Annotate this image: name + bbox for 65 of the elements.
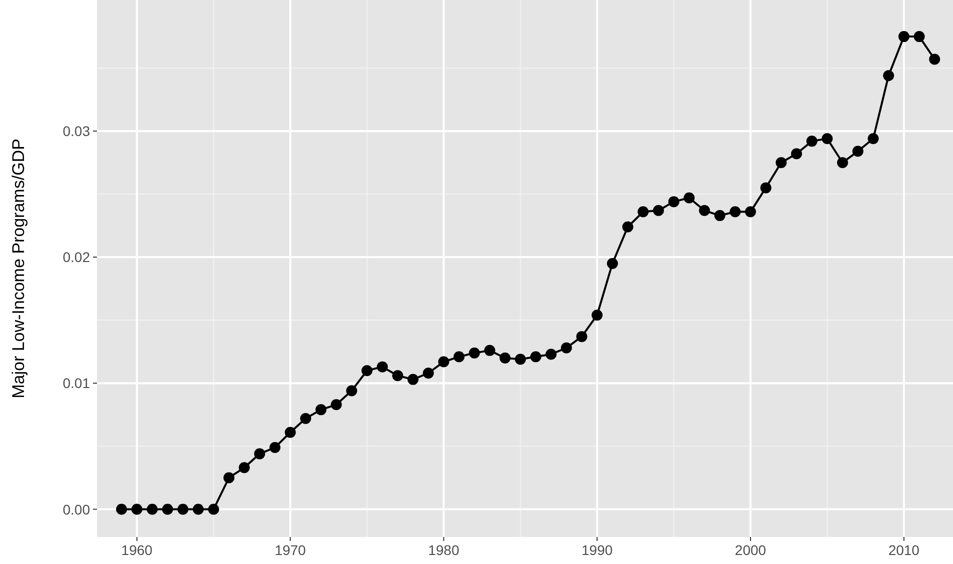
- x-tick-label: 1990: [582, 542, 613, 558]
- point: [223, 472, 234, 484]
- x-tick-label: 2010: [888, 542, 920, 558]
- point: [514, 354, 526, 365]
- point: [776, 157, 787, 168]
- point: [330, 399, 342, 410]
- point: [392, 370, 404, 382]
- point: [484, 344, 496, 356]
- point: [208, 504, 220, 515]
- point: [576, 331, 588, 342]
- point: [929, 54, 940, 65]
- point: [422, 368, 434, 379]
- point: [745, 206, 756, 218]
- point: [546, 348, 557, 360]
- y-tick-label: 0.00: [62, 501, 90, 518]
- point: [652, 205, 664, 216]
- point: [300, 413, 312, 424]
- x-tick-label: 2000: [734, 542, 766, 558]
- point: [162, 504, 174, 515]
- point: [361, 365, 372, 376]
- point: [116, 504, 128, 515]
- point: [131, 504, 142, 515]
- point: [730, 206, 741, 218]
- point: [238, 462, 250, 474]
- point: [806, 136, 818, 147]
- point: [914, 31, 925, 42]
- x-tick-label: 1980: [428, 542, 460, 558]
- point: [530, 351, 542, 362]
- point: [898, 31, 910, 42]
- point: [254, 448, 266, 460]
- point: [500, 352, 511, 364]
- point: [192, 504, 204, 515]
- point: [284, 426, 296, 438]
- point: [606, 258, 618, 269]
- point: [883, 70, 894, 82]
- point: [638, 206, 649, 218]
- point: [837, 157, 848, 168]
- point: [622, 221, 634, 232]
- point: [468, 347, 480, 358]
- point: [791, 148, 802, 160]
- y-tick-label: 0.02: [62, 249, 90, 266]
- point: [868, 133, 879, 144]
- point: [146, 504, 158, 515]
- point: [822, 133, 833, 144]
- x-tick-label: 1960: [121, 542, 153, 558]
- y-axis-title: Major Low-Income Programs/GDP: [9, 138, 28, 398]
- point: [560, 342, 572, 354]
- y-tick-label: 0.03: [62, 123, 90, 140]
- x-tick-label: 1970: [274, 542, 306, 558]
- point: [714, 210, 726, 222]
- point: [376, 361, 388, 372]
- point: [852, 146, 864, 157]
- point: [315, 404, 326, 416]
- point: [269, 442, 280, 453]
- point: [346, 385, 358, 396]
- point: [592, 310, 603, 321]
- point: [760, 182, 772, 194]
- point: [408, 374, 419, 385]
- point: [698, 205, 710, 216]
- point: [177, 504, 188, 515]
- point: [438, 356, 450, 368]
- point: [668, 196, 680, 208]
- point: [684, 192, 695, 204]
- y-tick-label: 0.01: [62, 375, 90, 392]
- point: [454, 351, 465, 362]
